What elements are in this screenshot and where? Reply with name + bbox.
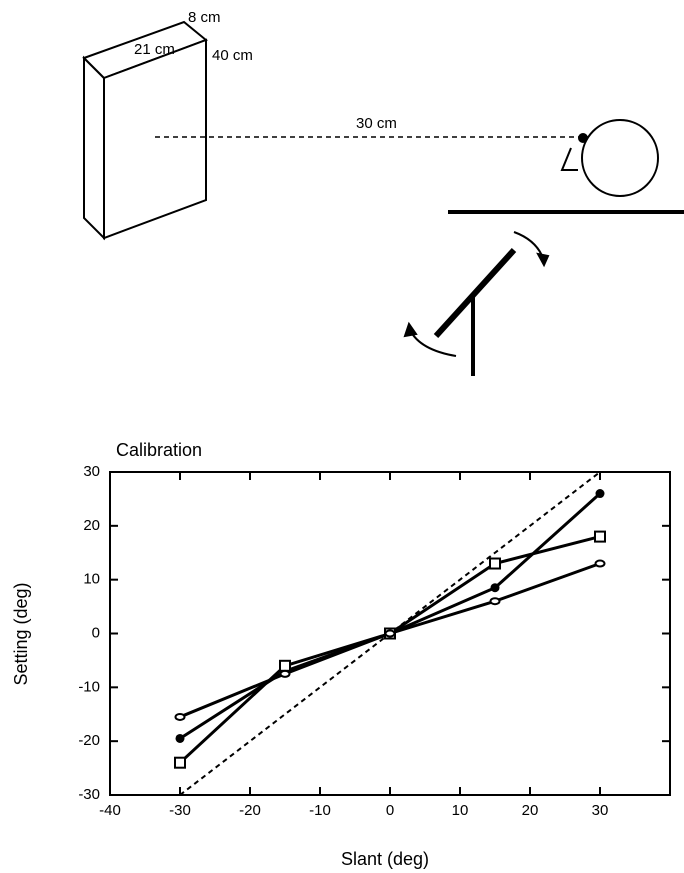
y-tick-label: -30 xyxy=(78,786,100,803)
marker xyxy=(594,530,606,543)
x-tick-label: -20 xyxy=(239,802,261,819)
y-tick-label: 0 xyxy=(92,624,100,641)
x-tick-label: -10 xyxy=(309,802,331,819)
box-side xyxy=(83,55,105,241)
series-line xyxy=(178,535,601,764)
height-label: 40 cm xyxy=(212,47,253,64)
y-tick-label: 30 xyxy=(83,463,100,480)
y-tick-label: 10 xyxy=(83,571,100,588)
marker xyxy=(174,756,186,769)
series-line xyxy=(179,562,601,719)
arrow-head xyxy=(536,252,550,268)
mirror-plate xyxy=(433,247,517,339)
marker xyxy=(490,583,500,593)
marker xyxy=(594,559,606,568)
marker xyxy=(279,669,291,678)
x-tick-label: 20 xyxy=(522,802,539,819)
y-axis-label: Setting (deg) xyxy=(11,582,31,685)
arrow-head xyxy=(403,321,418,338)
y-tick-label: -10 xyxy=(78,678,100,695)
marker xyxy=(489,557,501,570)
y-tick-label: -20 xyxy=(78,732,100,749)
width-label: 21 cm xyxy=(134,41,175,58)
x-axis-label: Slant (deg) xyxy=(341,849,429,869)
x-tick-label: 30 xyxy=(592,802,609,819)
marker xyxy=(595,489,605,499)
apparatus-diagram: 8 cm 21 cm 40 cm 30 cm xyxy=(82,9,684,376)
series-line xyxy=(179,492,602,740)
marker xyxy=(174,712,186,721)
y-tick-label: 20 xyxy=(83,517,100,534)
box-front xyxy=(103,38,207,240)
marker xyxy=(279,659,291,672)
marker xyxy=(175,733,185,743)
chart-title: Calibration xyxy=(116,440,202,460)
distance-label: 30 cm xyxy=(356,115,397,132)
nose xyxy=(560,147,578,171)
depth-label: 8 cm xyxy=(188,9,221,26)
marker xyxy=(489,597,501,606)
x-tick-label: 10 xyxy=(452,802,469,819)
x-tick-label: -30 xyxy=(169,802,191,819)
marker xyxy=(384,629,396,638)
x-tick-label: 0 xyxy=(386,802,394,819)
pupil xyxy=(578,133,588,143)
eye xyxy=(581,119,659,197)
x-tick-label: -40 xyxy=(99,802,121,819)
